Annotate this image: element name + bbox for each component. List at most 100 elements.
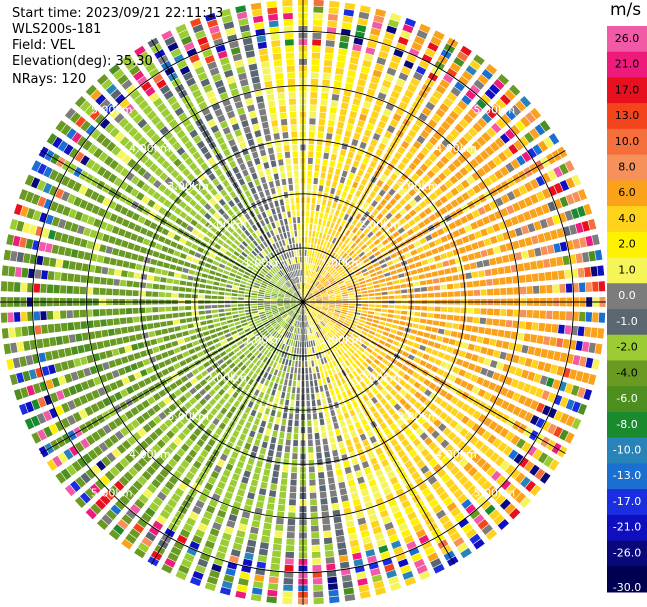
velocity-gate bbox=[70, 480, 81, 492]
velocity-gate bbox=[222, 213, 230, 221]
velocity-gate bbox=[310, 264, 314, 271]
velocity-gate bbox=[291, 387, 296, 394]
velocity-gate bbox=[466, 406, 476, 416]
velocity-gate bbox=[47, 229, 56, 240]
velocity-gate bbox=[384, 31, 395, 41]
velocity-gate bbox=[101, 137, 112, 148]
velocity-gate bbox=[575, 253, 583, 264]
velocity-gate bbox=[489, 338, 497, 347]
velocity-gate bbox=[548, 133, 560, 145]
velocity-gate bbox=[326, 241, 331, 249]
velocity-gate bbox=[313, 309, 319, 314]
velocity-gate bbox=[119, 289, 126, 296]
velocity-gate bbox=[239, 372, 247, 380]
velocity-gate bbox=[308, 313, 312, 320]
velocity-gate bbox=[548, 459, 560, 471]
velocity-gate bbox=[46, 310, 54, 320]
velocity-gate bbox=[493, 78, 505, 90]
velocity-gate bbox=[164, 148, 174, 158]
velocity-gate bbox=[239, 433, 247, 441]
velocity-gate bbox=[257, 307, 265, 310]
velocity-gate bbox=[348, 365, 355, 372]
velocity-gate bbox=[318, 379, 323, 386]
velocity-gate bbox=[170, 241, 178, 248]
velocity-gate bbox=[312, 32, 322, 40]
velocity-gate bbox=[102, 424, 112, 435]
velocity-gate bbox=[226, 262, 234, 268]
velocity-gate bbox=[258, 311, 265, 315]
velocity-gate bbox=[405, 444, 414, 453]
velocity-gate bbox=[133, 281, 140, 288]
velocity-gate bbox=[452, 348, 460, 356]
velocity-gate bbox=[431, 365, 439, 373]
velocity-gate bbox=[384, 354, 392, 361]
velocity-gate bbox=[199, 379, 208, 387]
velocity-gate bbox=[216, 267, 224, 273]
velocity-gate bbox=[108, 420, 118, 431]
velocity-gate bbox=[186, 281, 193, 287]
velocity-gate bbox=[16, 220, 25, 232]
velocity-gate bbox=[251, 308, 258, 312]
velocity-gate bbox=[418, 534, 430, 545]
velocity-gate bbox=[158, 292, 166, 298]
velocity-gate bbox=[411, 422, 420, 431]
velocity-gate bbox=[154, 167, 164, 177]
velocity-gate bbox=[223, 574, 235, 583]
velocity-gate bbox=[385, 393, 393, 401]
velocity-gate bbox=[355, 470, 363, 478]
velocity-gate bbox=[440, 344, 448, 352]
velocity-gate bbox=[350, 545, 361, 554]
velocity-gate bbox=[28, 325, 35, 336]
velocity-gate bbox=[333, 335, 339, 342]
velocity-gate bbox=[63, 448, 74, 460]
velocity-gate bbox=[260, 270, 267, 276]
velocity-gate bbox=[346, 473, 354, 481]
velocity-gate bbox=[323, 342, 328, 349]
velocity-gate bbox=[22, 222, 31, 234]
velocity-gate bbox=[330, 280, 336, 285]
velocity-gate bbox=[386, 281, 393, 286]
velocity-gate bbox=[431, 349, 439, 356]
velocity-gate bbox=[321, 511, 330, 518]
velocity-gate bbox=[297, 321, 300, 328]
velocity-gate bbox=[237, 394, 244, 402]
velocity-gate bbox=[368, 307, 375, 311]
velocity-gate bbox=[439, 400, 449, 409]
velocity-gate bbox=[424, 158, 433, 168]
velocity-gate bbox=[402, 412, 411, 421]
velocity-gate bbox=[222, 242, 230, 250]
velocity-gate bbox=[282, 412, 288, 419]
velocity-gate bbox=[292, 319, 296, 326]
velocity-gate bbox=[518, 409, 528, 420]
velocity-gate bbox=[304, 334, 306, 341]
velocity-gate bbox=[108, 235, 117, 245]
velocity-gate bbox=[233, 317, 240, 322]
velocity-gate bbox=[95, 498, 107, 510]
velocity-gate bbox=[323, 356, 328, 364]
velocity-gate bbox=[508, 449, 519, 461]
velocity-gate bbox=[291, 304, 298, 308]
velocity-gate bbox=[304, 308, 307, 315]
velocity-gate bbox=[429, 203, 438, 212]
velocity-gate bbox=[283, 452, 290, 459]
velocity-gate bbox=[86, 216, 96, 226]
velocity-gate bbox=[69, 147, 79, 159]
velocity-gate bbox=[379, 509, 389, 519]
velocity-gate bbox=[289, 373, 293, 380]
velocity-gate bbox=[304, 308, 308, 315]
velocity-gate bbox=[335, 306, 342, 309]
velocity-gate bbox=[195, 223, 203, 231]
velocity-gate bbox=[514, 251, 523, 261]
velocity-gate bbox=[380, 282, 387, 287]
velocity-gate bbox=[284, 564, 294, 572]
velocity-gate bbox=[513, 287, 520, 295]
velocity-gate bbox=[536, 335, 544, 345]
velocity-gate bbox=[392, 183, 400, 191]
velocity-gate bbox=[385, 276, 392, 282]
velocity-gate bbox=[311, 346, 315, 354]
velocity-gate bbox=[399, 208, 407, 216]
velocity-gate bbox=[309, 303, 316, 306]
velocity-gate bbox=[387, 19, 400, 28]
velocity-gate bbox=[422, 243, 430, 251]
velocity-gate bbox=[362, 101, 372, 109]
